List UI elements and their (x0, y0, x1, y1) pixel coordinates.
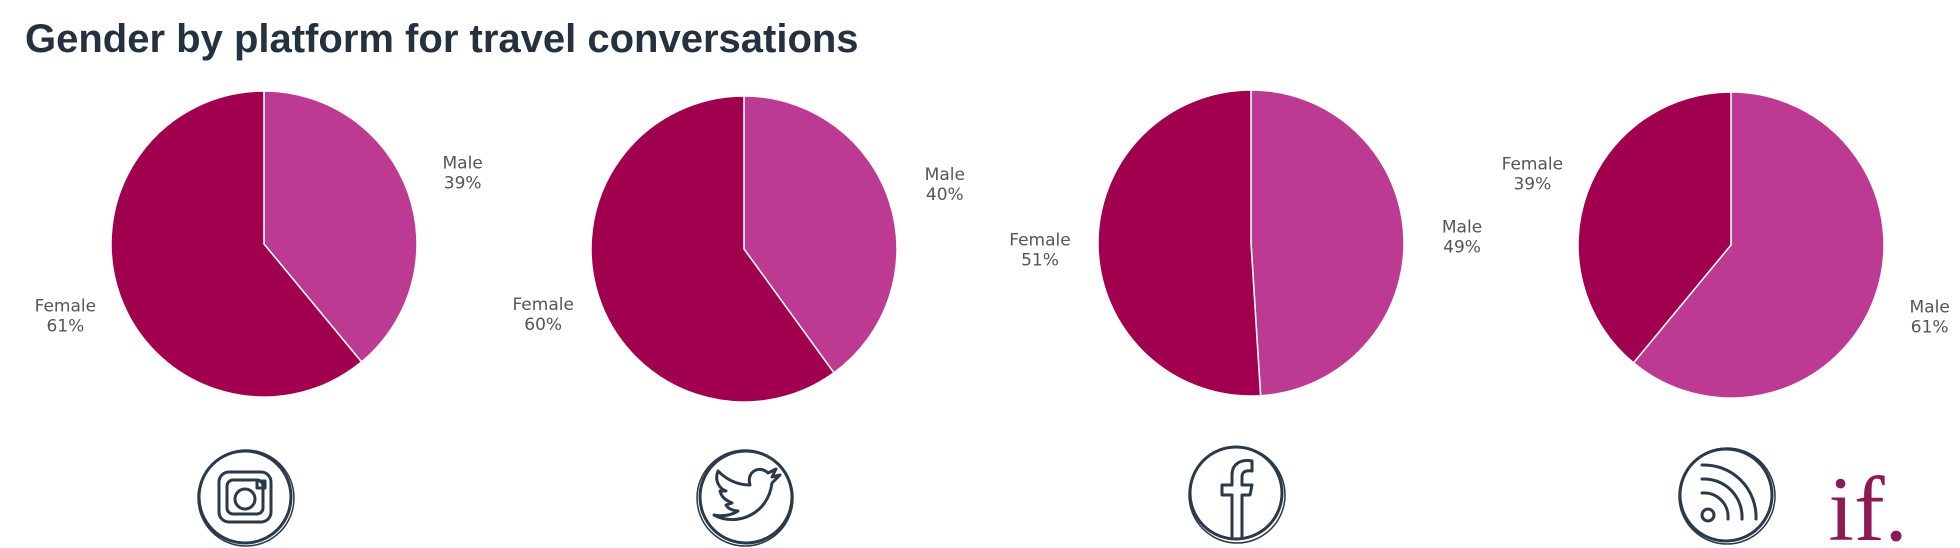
facebook-icon (1188, 445, 1286, 544)
slice-value: 39% (1513, 174, 1551, 194)
pie-slice (263, 90, 418, 363)
pie-slice (1632, 91, 1885, 399)
title: Gender by platform for travel conversati… (25, 17, 859, 61)
slice-value: 51% (1021, 251, 1059, 271)
twitter-icon (696, 449, 794, 547)
pie-slice (1250, 89, 1405, 397)
slice-label: Female (1502, 154, 1563, 174)
logo: if. (1828, 458, 1907, 548)
pie-slice (1097, 89, 1262, 397)
pie-slice (590, 95, 835, 403)
slice-value: 40% (926, 185, 964, 205)
slice-label: Male (925, 165, 965, 185)
slice-label: Female (35, 297, 96, 317)
instagram-icon (197, 449, 295, 547)
slice-value: 60% (524, 315, 562, 335)
slice-value: 61% (1911, 318, 1949, 338)
pie-slice (110, 90, 363, 398)
slice-label: Male (1910, 298, 1950, 318)
pie-slice (1577, 91, 1732, 364)
slice-label: Male (1442, 217, 1482, 237)
rss-icon (1678, 447, 1776, 545)
pie-slice (743, 95, 898, 374)
slice-value: 61% (46, 317, 84, 337)
slice-label: Female (1009, 231, 1070, 251)
slice-value: 39% (444, 173, 482, 193)
slice-label: Female (512, 295, 573, 315)
slice-value: 49% (1443, 237, 1481, 257)
slice-label: Male (443, 153, 483, 173)
